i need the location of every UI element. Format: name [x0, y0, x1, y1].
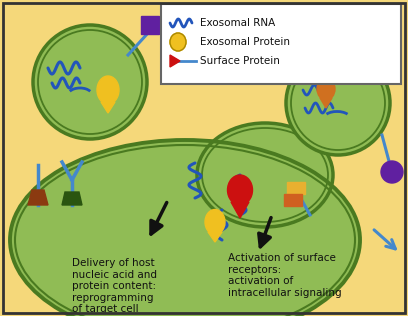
Bar — [141, 16, 159, 34]
Ellipse shape — [97, 76, 119, 104]
Polygon shape — [170, 55, 180, 67]
Polygon shape — [344, 10, 358, 22]
Ellipse shape — [286, 51, 390, 155]
FancyBboxPatch shape — [161, 4, 401, 84]
Circle shape — [381, 161, 403, 183]
Ellipse shape — [228, 175, 253, 205]
Ellipse shape — [197, 123, 333, 227]
Polygon shape — [28, 190, 48, 205]
FancyBboxPatch shape — [287, 182, 305, 194]
Text: Surface Protein: Surface Protein — [200, 56, 280, 66]
Polygon shape — [208, 232, 222, 242]
Ellipse shape — [170, 33, 186, 51]
Ellipse shape — [10, 140, 360, 316]
FancyBboxPatch shape — [284, 194, 302, 206]
Text: Activation of surface
receptors:
activation of
intracellular signaling: Activation of surface receptors: activat… — [228, 253, 341, 298]
Polygon shape — [101, 102, 115, 113]
Text: Exosomal RNA: Exosomal RNA — [200, 18, 275, 28]
Ellipse shape — [33, 25, 147, 139]
Polygon shape — [320, 98, 332, 108]
Ellipse shape — [205, 210, 225, 234]
Polygon shape — [62, 192, 82, 205]
Polygon shape — [231, 202, 249, 218]
Ellipse shape — [317, 78, 335, 100]
Text: Exosomal Protein: Exosomal Protein — [200, 37, 290, 47]
Text: Delivery of host
nucleic acid and
protein content:
reprogramming
of target cell: Delivery of host nucleic acid and protei… — [72, 258, 157, 314]
